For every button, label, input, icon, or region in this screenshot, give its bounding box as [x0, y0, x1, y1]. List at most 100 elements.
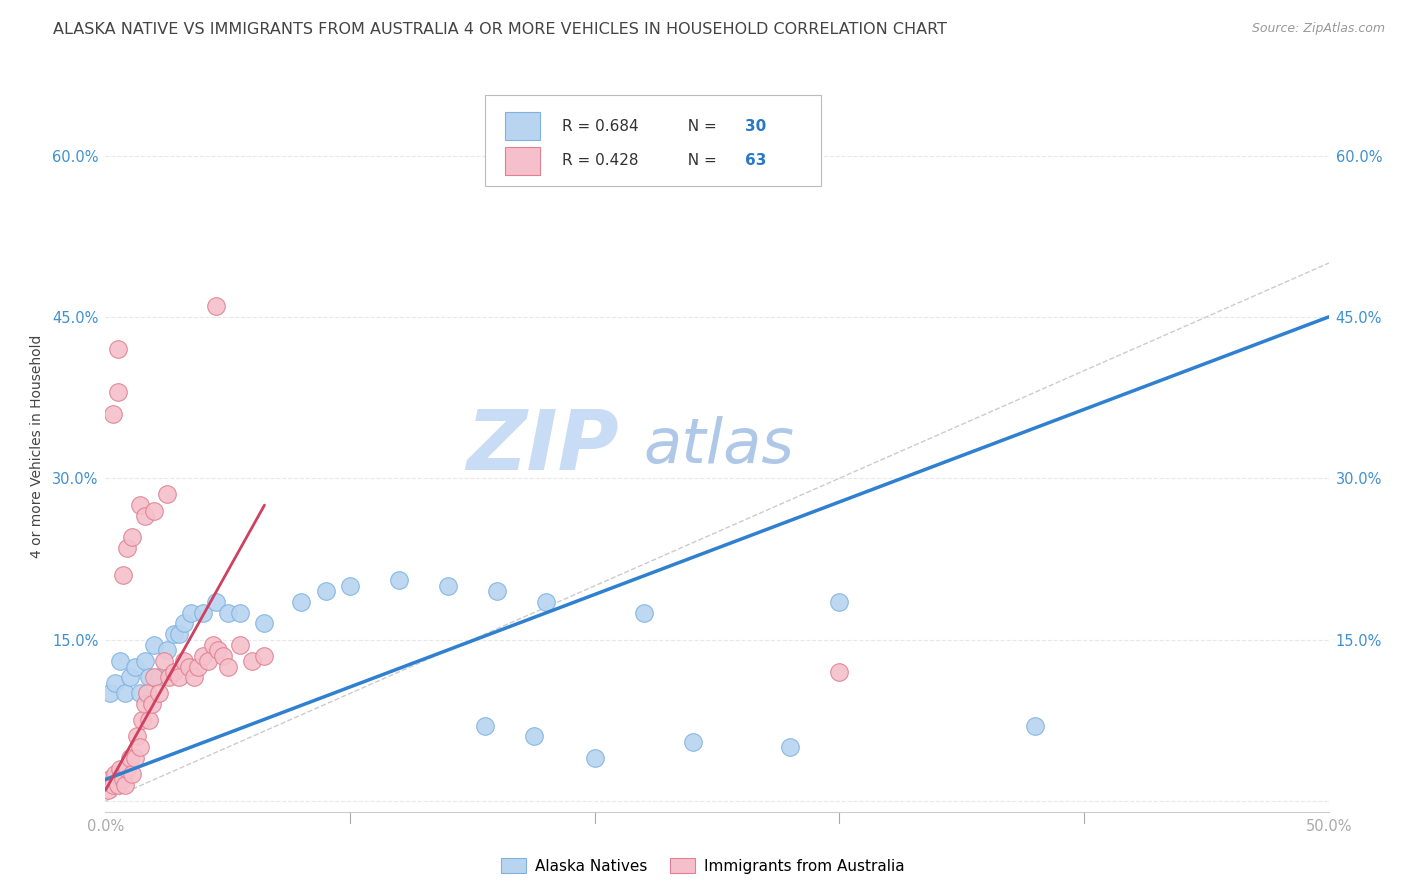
- Point: [131, 714, 153, 728]
- Point: [97, 783, 120, 797]
- Point: [148, 670, 170, 684]
- Point: [157, 670, 180, 684]
- Point: [118, 670, 141, 684]
- Point: [207, 643, 229, 657]
- Point: [141, 697, 163, 711]
- FancyBboxPatch shape: [505, 147, 540, 175]
- Point: [128, 686, 150, 700]
- Point: [229, 606, 252, 620]
- Point: [111, 568, 134, 582]
- Point: [98, 772, 121, 787]
- Point: [98, 686, 121, 700]
- Point: [197, 654, 219, 668]
- Point: [240, 654, 263, 668]
- Point: [212, 648, 235, 663]
- Point: [138, 670, 160, 684]
- Point: [138, 714, 160, 728]
- Point: [117, 762, 139, 776]
- Point: [148, 686, 170, 700]
- Point: [153, 654, 176, 668]
- Point: [388, 574, 411, 588]
- Point: [128, 740, 150, 755]
- Point: [173, 616, 195, 631]
- FancyBboxPatch shape: [505, 112, 540, 140]
- Point: [117, 541, 139, 556]
- Point: [522, 730, 544, 744]
- Point: [1024, 719, 1046, 733]
- Point: [193, 606, 215, 620]
- Point: [173, 654, 195, 668]
- Point: [156, 643, 179, 657]
- Legend: Alaska Natives, Immigrants from Australia: Alaska Natives, Immigrants from Australi…: [495, 852, 911, 880]
- Text: N =: N =: [678, 119, 721, 134]
- Point: [104, 767, 127, 781]
- Point: [187, 659, 209, 673]
- Point: [177, 659, 200, 673]
- Point: [204, 299, 226, 313]
- Text: Source: ZipAtlas.com: Source: ZipAtlas.com: [1251, 22, 1385, 36]
- Text: N =: N =: [678, 153, 721, 169]
- Point: [143, 503, 166, 517]
- Text: atlas: atlas: [644, 416, 794, 476]
- Point: [114, 778, 136, 792]
- Point: [143, 670, 166, 684]
- Point: [253, 616, 276, 631]
- Point: [339, 579, 361, 593]
- Point: [121, 530, 143, 544]
- Point: [534, 595, 557, 609]
- Point: [134, 697, 156, 711]
- Point: [315, 584, 337, 599]
- Point: [583, 751, 606, 765]
- Point: [134, 508, 156, 523]
- Point: [163, 627, 186, 641]
- Point: [156, 487, 179, 501]
- Point: [111, 772, 134, 787]
- Point: [167, 627, 190, 641]
- Point: [828, 595, 851, 609]
- Point: [108, 654, 131, 668]
- Point: [437, 579, 460, 593]
- Point: [217, 606, 239, 620]
- Text: R = 0.684: R = 0.684: [562, 119, 638, 134]
- Text: ZIP: ZIP: [467, 406, 619, 486]
- Point: [108, 762, 131, 776]
- Point: [682, 735, 704, 749]
- Point: [124, 659, 146, 673]
- Point: [485, 584, 508, 599]
- Point: [633, 606, 655, 620]
- Point: [101, 778, 124, 792]
- Point: [114, 686, 136, 700]
- Point: [107, 778, 129, 792]
- Point: [118, 751, 141, 765]
- Point: [229, 638, 252, 652]
- Point: [167, 670, 190, 684]
- Text: ALASKA NATIVE VS IMMIGRANTS FROM AUSTRALIA 4 OR MORE VEHICLES IN HOUSEHOLD CORRE: ALASKA NATIVE VS IMMIGRANTS FROM AUSTRAL…: [53, 22, 948, 37]
- Point: [127, 730, 149, 744]
- Text: 63: 63: [745, 153, 766, 169]
- Y-axis label: 4 or more Vehicles in Household: 4 or more Vehicles in Household: [30, 334, 44, 558]
- Point: [779, 740, 801, 755]
- Point: [121, 767, 143, 781]
- Point: [290, 595, 312, 609]
- Point: [163, 665, 186, 679]
- Point: [204, 595, 226, 609]
- Point: [128, 498, 150, 512]
- Point: [136, 686, 159, 700]
- Point: [104, 675, 127, 690]
- Point: [202, 638, 225, 652]
- Point: [193, 648, 215, 663]
- Point: [143, 638, 166, 652]
- Point: [474, 719, 496, 733]
- Point: [134, 654, 156, 668]
- FancyBboxPatch shape: [485, 95, 821, 186]
- Point: [107, 385, 129, 400]
- Point: [183, 670, 205, 684]
- Text: R = 0.428: R = 0.428: [562, 153, 638, 169]
- Point: [217, 659, 239, 673]
- Point: [828, 665, 851, 679]
- Point: [180, 606, 202, 620]
- Point: [107, 342, 129, 356]
- Point: [124, 751, 146, 765]
- Text: 30: 30: [745, 119, 766, 134]
- Point: [253, 648, 276, 663]
